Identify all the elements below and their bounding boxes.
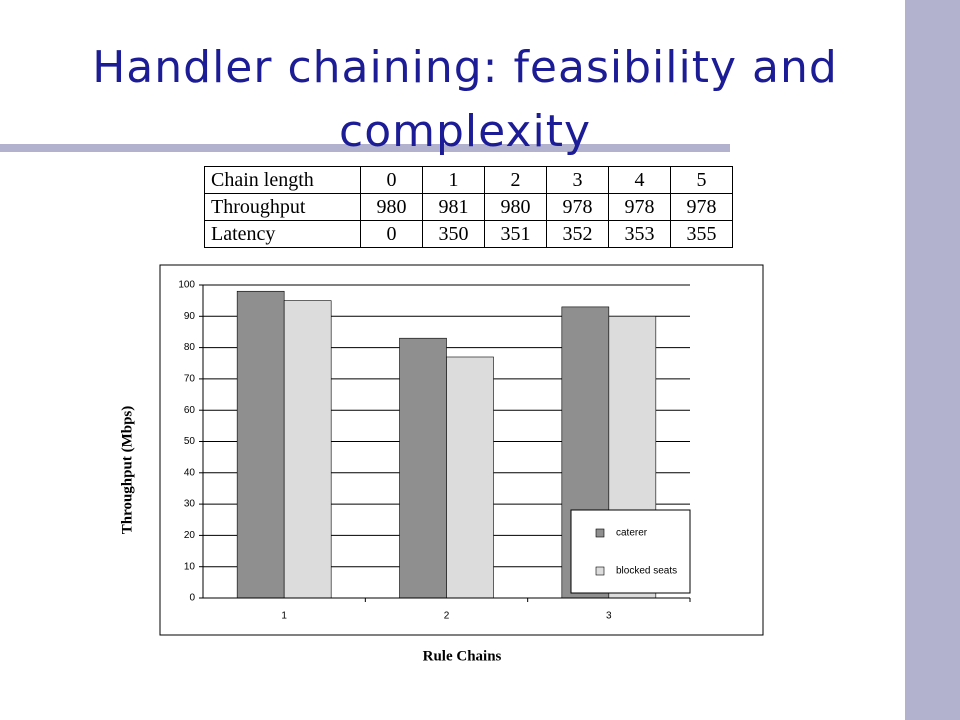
table-cell: 350 [422, 220, 485, 248]
y-tick-label: 100 [178, 280, 195, 291]
bar [236, 290, 285, 599]
legend-swatch [595, 528, 605, 538]
side-stripe [905, 0, 960, 720]
table-cell: Latency [204, 220, 361, 248]
x-tick-label: 3 [606, 611, 612, 622]
legend-swatch [595, 566, 605, 576]
y-tick-label: 80 [184, 342, 196, 353]
table-cell: 2 [484, 166, 547, 194]
title-rule [0, 144, 730, 152]
table-row: Throughput 980 981 980 978 978 978 [204, 193, 733, 221]
y-tick-label: 10 [184, 561, 196, 572]
table-cell: 1 [422, 166, 485, 194]
y-tick-label: 50 [184, 436, 196, 447]
x-axis-title: Rule Chains [423, 648, 502, 664]
y-tick-label: 30 [184, 499, 196, 510]
y-tick-label: 90 [184, 311, 196, 322]
table-cell: 980 [484, 193, 547, 221]
x-tick-label: 2 [444, 611, 450, 622]
y-tick-label: 0 [189, 593, 195, 604]
table-cell: 355 [670, 220, 733, 248]
y-tick-label: 40 [184, 467, 196, 478]
table-cell: 353 [608, 220, 671, 248]
bar [283, 300, 332, 599]
table-cell: 352 [546, 220, 609, 248]
legend-label: caterer [616, 528, 648, 539]
bar [399, 337, 447, 599]
y-tick-label: 20 [184, 530, 196, 541]
bar [446, 356, 494, 599]
slide-title: Handler chaining: feasibility and comple… [92, 42, 838, 157]
table-cell: 0 [360, 166, 423, 194]
table-cell: 3 [546, 166, 609, 194]
y-axis-title: Throughput (Mbps) [119, 406, 135, 535]
legend-label: blocked seats [616, 566, 677, 577]
table-cell: 351 [484, 220, 547, 248]
legend-box [570, 509, 691, 594]
table-cell: 981 [422, 193, 485, 221]
y-tick-label: 70 [184, 374, 196, 385]
table-cell: 5 [670, 166, 733, 194]
table-cell: 980 [360, 193, 423, 221]
y-tick-label: 60 [184, 405, 196, 416]
x-tick-label: 1 [281, 611, 287, 622]
table-row: Latency 0 350 351 352 353 355 [204, 220, 733, 248]
results-table: Chain length 0 1 2 3 4 5 Throughput 980 981 980 978… [204, 166, 733, 248]
table-cell: Chain length [204, 166, 361, 194]
